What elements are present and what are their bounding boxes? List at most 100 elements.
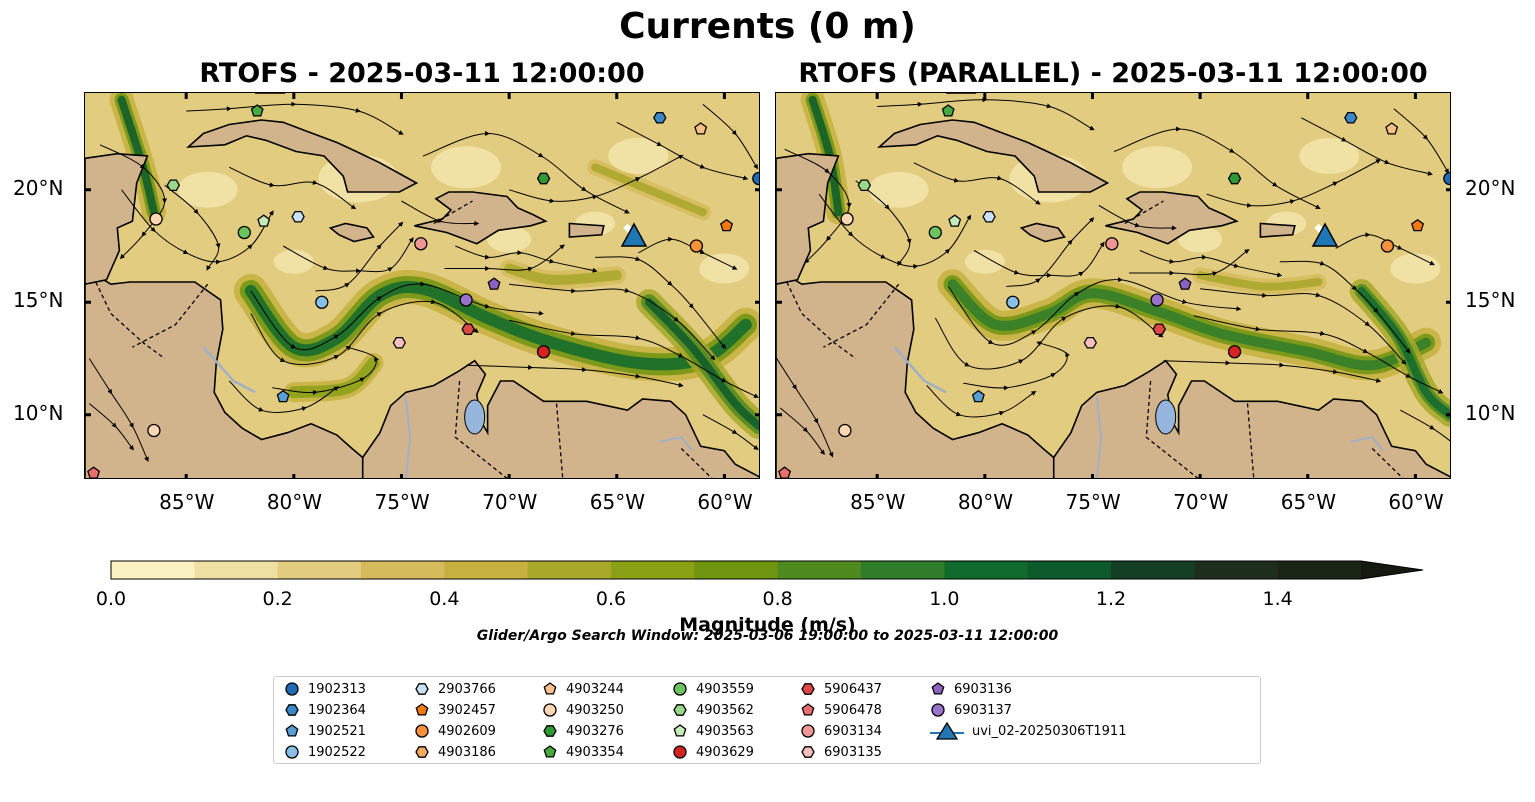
argo-float-1902521[interactable] (276, 389, 290, 403)
argo-float-1902313[interactable] (1443, 171, 1451, 186)
legend-symbol[interactable] (415, 724, 429, 738)
glider-marker[interactable] (1311, 222, 1339, 247)
legend-symbol[interactable] (285, 724, 299, 737)
streamline (229, 166, 357, 210)
legend-symbol[interactable] (673, 745, 687, 759)
streamline (1163, 360, 1382, 383)
argo-float-4903250[interactable] (840, 212, 854, 226)
argo-float-6903135[interactable] (392, 336, 407, 349)
argo-float-4903276[interactable] (536, 172, 551, 185)
low-current-patch (868, 171, 929, 208)
legend-symbol[interactable] (673, 682, 687, 696)
legend-symbol[interactable] (543, 725, 557, 737)
argo-float-4903354[interactable] (941, 104, 955, 117)
y-tick-label-left: 15°N (13, 288, 64, 313)
colorbar-tick-label: 0.6 (595, 588, 627, 610)
legend-symbol[interactable] (285, 704, 299, 716)
argo-float-3902457[interactable] (720, 219, 734, 232)
argo-float-4903244[interactable] (1385, 122, 1399, 135)
argo-float-6903136[interactable] (1178, 277, 1192, 290)
argo-float-4902609[interactable] (689, 239, 704, 253)
argo-float-4903559[interactable] (928, 225, 942, 240)
argo-float-5906478[interactable] (87, 466, 101, 478)
legend-marker-icon (673, 682, 687, 696)
legend-label: 6903136 (954, 681, 1012, 697)
argo-float-1902521[interactable] (971, 389, 985, 403)
legend-symbol[interactable] (285, 745, 299, 759)
argo-float-2903766[interactable] (982, 210, 996, 223)
argo-float-6903136[interactable] (487, 277, 501, 290)
argo-float-5906478[interactable] (778, 466, 792, 478)
legend-symbol[interactable] (415, 703, 429, 716)
argo-float-1902313[interactable] (752, 171, 760, 186)
argo-float-4903629[interactable] (1227, 345, 1242, 359)
streamline (401, 200, 480, 226)
x-tick-label: 80°W (266, 490, 323, 514)
current-map-svg[interactable] (85, 93, 760, 479)
argo-float-4903250[interactable] (149, 212, 163, 226)
legend-item: 6903137 (930, 700, 1012, 720)
legend-symbol[interactable] (415, 746, 429, 758)
legend-item: 6903135 (800, 742, 882, 762)
argo-float-6903134[interactable] (1105, 237, 1119, 251)
legend-marker-icon (285, 724, 299, 737)
legend-symbol[interactable] (931, 703, 945, 717)
legend-marker-icon (415, 724, 429, 738)
argo-float-4902609[interactable] (1380, 239, 1395, 253)
legend-symbol[interactable] (801, 746, 815, 758)
legend-marker-icon (673, 704, 687, 716)
legend-symbol[interactable] (801, 724, 815, 738)
argo-float-1902522[interactable] (315, 295, 329, 309)
map-panel-rtofs[interactable] (84, 92, 760, 479)
country-border (1145, 380, 1199, 478)
x-tick-label: 70°W (1173, 490, 1229, 514)
argo-float-1902522[interactable] (1006, 295, 1020, 309)
argo-float-6903137[interactable] (459, 293, 473, 307)
argo-float-1902364[interactable] (653, 111, 667, 124)
legend-symbol[interactable] (673, 704, 687, 716)
legend-symbol[interactable] (673, 724, 687, 737)
x-tick-label: 75°W (374, 490, 430, 514)
argo-float-1902364[interactable] (1344, 111, 1358, 124)
argo-float-4903276[interactable] (1227, 172, 1242, 185)
legend-label: 4903186 (438, 744, 496, 760)
low-current-patch (1178, 226, 1223, 253)
argo-float-6903134[interactable] (414, 237, 428, 251)
argo-float-4903354[interactable] (250, 104, 264, 117)
legend-symbol[interactable] (543, 682, 557, 695)
legend-symbol[interactable] (543, 703, 557, 717)
argo-float-4903244[interactable] (694, 122, 708, 135)
argo-float-2903766[interactable] (291, 210, 305, 223)
legend-symbol[interactable] (931, 682, 945, 695)
map-panel-rtofs-parallel[interactable] (775, 92, 1451, 479)
argo-float-4903562[interactable] (857, 179, 872, 192)
argo-float-4903559[interactable] (237, 225, 251, 240)
legend-label: 4903563 (696, 723, 754, 739)
current-map-svg[interactable] (776, 93, 1451, 479)
argo-float-4903629[interactable] (536, 345, 551, 359)
argo-float-5906437[interactable] (1152, 323, 1166, 336)
argo-float-4903563[interactable] (948, 214, 962, 227)
argo-float-6903137[interactable] (1150, 293, 1164, 307)
legend-symbol[interactable] (543, 745, 557, 758)
legend-symbol[interactable] (801, 703, 815, 716)
legend-symbol[interactable] (415, 683, 429, 695)
argo-float-5906437[interactable] (461, 323, 475, 336)
argo-float-4903562[interactable] (166, 179, 181, 192)
legend-label: 4903354 (566, 744, 624, 760)
glider-marker[interactable] (620, 222, 648, 247)
colorbar-outline (110, 560, 1424, 580)
south-america-landmass (1052, 359, 1450, 478)
legend-item: 4903562 (672, 700, 754, 720)
argo-float-6903135[interactable] (1083, 336, 1098, 349)
argo-float-4903250[interactable] (147, 423, 161, 438)
argo-float-4903250[interactable] (838, 423, 852, 438)
streamline (1301, 117, 1433, 176)
legend-marker-icon (543, 682, 557, 695)
legend-symbol[interactable] (285, 682, 299, 696)
legend-item: 5906437 (800, 679, 882, 699)
country-border (454, 380, 508, 478)
argo-float-3902457[interactable] (1411, 219, 1425, 232)
legend-symbol[interactable] (801, 683, 815, 695)
argo-float-4903563[interactable] (257, 214, 271, 227)
